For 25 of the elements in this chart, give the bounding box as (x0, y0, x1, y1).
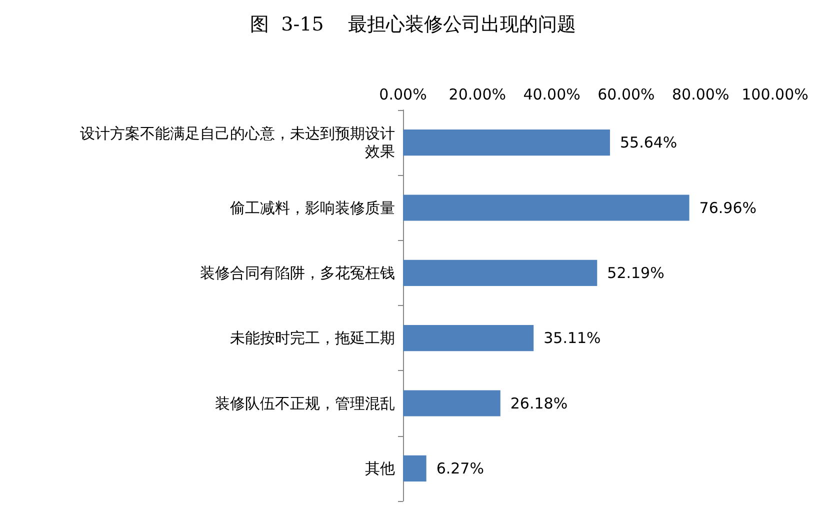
bar (403, 130, 610, 156)
y-tick-label: 设计方案不能满足自己的心意，未达到预期设计效果 (80, 124, 395, 161)
x-tick-label: 0.00% (379, 86, 427, 104)
bar (403, 260, 598, 286)
bar (403, 325, 534, 352)
data-label: 52.19% (607, 264, 664, 282)
data-label: 35.11% (544, 329, 601, 348)
data-label: 6.27% (436, 459, 484, 478)
data-label: 76.96% (699, 198, 756, 217)
y-tick-label: 其他 (365, 459, 395, 478)
bar (403, 455, 426, 482)
x-tick-label: 80.00% (672, 86, 730, 104)
y-tick-label: 装修队伍不正规，管理混乱 (215, 394, 395, 412)
data-label: 55.64% (620, 134, 678, 152)
x-tick-label: 60.00% (598, 86, 655, 104)
bar (403, 194, 690, 221)
x-tick-label: 100.00% (742, 86, 808, 104)
bar (403, 390, 500, 416)
data-label: 26.18% (510, 394, 568, 412)
x-tick-label: 20.00% (448, 86, 506, 104)
x-tick-label: 40.00% (523, 86, 580, 104)
chart-title: 图 3-15 最担心装修公司出现的问题 (250, 14, 576, 36)
y-tick-label: 未能按时完工，拖延工期 (230, 329, 395, 348)
y-tick-label: 装修合同有陷阱，多花冤枉钱 (200, 264, 395, 282)
y-tick-label: 偷工减料，影响装修质量 (230, 198, 395, 217)
